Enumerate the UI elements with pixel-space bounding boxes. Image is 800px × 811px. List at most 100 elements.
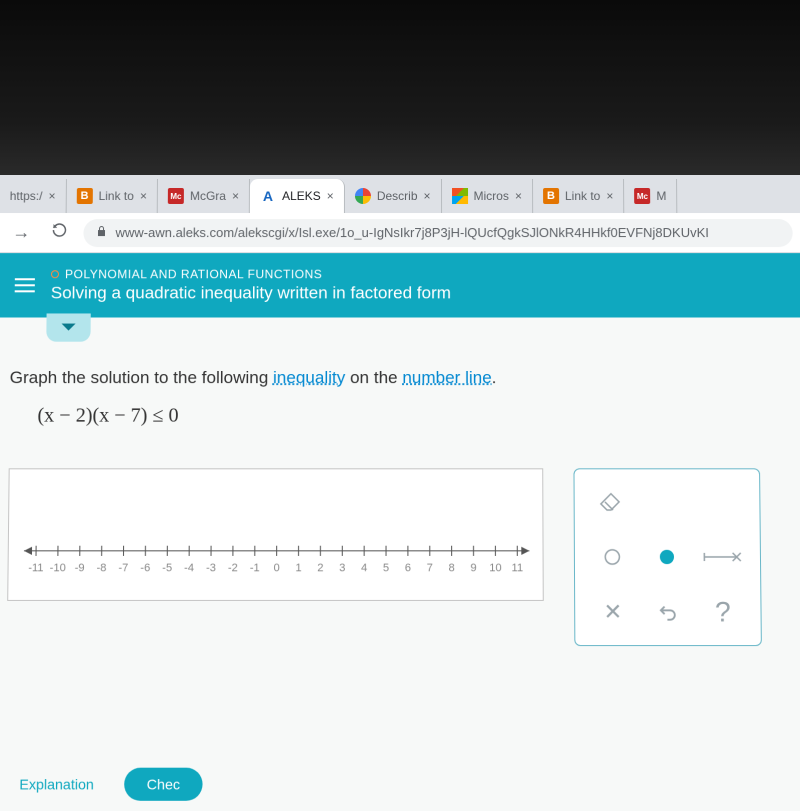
favicon-icon: Mc xyxy=(168,188,184,204)
favicon-icon xyxy=(452,188,468,204)
tab-describe[interactable]: Describ × xyxy=(345,179,442,213)
question-text: Graph the solution to the following ineq… xyxy=(10,368,791,388)
content-area: POLYNOMIAL AND RATIONAL FUNCTIONS Solvin… xyxy=(0,253,800,811)
open-circle-tool[interactable] xyxy=(590,539,635,576)
term-number-line[interactable]: number line xyxy=(402,368,491,387)
help-tool[interactable]: ? xyxy=(700,594,745,631)
menu-button[interactable] xyxy=(15,278,35,292)
svg-text:1: 1 xyxy=(295,562,301,574)
favicon-icon: Mc xyxy=(634,188,650,204)
tab-label: McGra xyxy=(190,189,226,203)
question-post: . xyxy=(492,368,497,387)
lock-icon xyxy=(95,225,107,240)
inequality-expression: (x − 2)(x − 7) ≤ 0 xyxy=(37,404,791,427)
svg-text:7: 7 xyxy=(427,562,433,574)
tab-https[interactable]: https:/ × xyxy=(0,179,67,213)
eraser-icon xyxy=(599,492,625,512)
explanation-button[interactable]: Explanation xyxy=(5,768,108,801)
chevron-down-icon xyxy=(60,323,76,333)
tab-label: Describ xyxy=(377,189,418,203)
favicon-icon: B xyxy=(543,188,559,204)
forward-button[interactable]: → xyxy=(7,222,35,243)
close-icon[interactable]: × xyxy=(424,189,431,203)
svg-text:-5: -5 xyxy=(162,562,172,574)
number-line-box[interactable]: -11-10-9-8-7-6-5-4-3-2-101234567891011 xyxy=(7,468,544,601)
tab-label: Micros xyxy=(474,189,509,203)
svg-text:4: 4 xyxy=(361,562,367,574)
question-pre: Graph the solution to the following xyxy=(10,368,273,387)
tab-label: M xyxy=(656,189,666,203)
tab-linkto-2[interactable]: B Link to × xyxy=(533,179,625,213)
monitor-bezel xyxy=(0,0,800,175)
open-circle-icon xyxy=(603,548,621,566)
tab-mcgraw-2[interactable]: Mc M xyxy=(624,179,677,213)
undo-icon xyxy=(657,601,679,624)
svg-text:5: 5 xyxy=(383,562,389,574)
svg-text:2: 2 xyxy=(317,562,323,574)
svg-text:-6: -6 xyxy=(140,562,150,574)
svg-text:10: 10 xyxy=(489,562,501,574)
question-area: Graph the solution to the following ineq… xyxy=(0,318,800,667)
close-icon[interactable]: × xyxy=(232,189,239,203)
topic-category: POLYNOMIAL AND RATIONAL FUNCTIONS xyxy=(51,267,785,281)
svg-text:-3: -3 xyxy=(206,562,216,574)
svg-text:-4: -4 xyxy=(184,562,194,574)
help-icon: ? xyxy=(715,596,731,629)
segment-icon xyxy=(702,551,743,563)
segment-tool[interactable] xyxy=(700,539,745,576)
svg-text:-7: -7 xyxy=(118,562,128,574)
check-button[interactable]: Chec xyxy=(124,768,202,801)
close-icon[interactable]: × xyxy=(606,189,613,203)
category-label: POLYNOMIAL AND RATIONAL FUNCTIONS xyxy=(65,267,322,281)
close-icon[interactable]: × xyxy=(327,189,334,203)
svg-text:8: 8 xyxy=(449,562,455,574)
close-icon[interactable]: × xyxy=(140,189,147,203)
url-box[interactable]: www-awn.aleks.com/alekscgi/x/Isl.exe/1o_… xyxy=(83,219,792,247)
browser-window: https:/ × B Link to × Mc McGra × A ALEKS… xyxy=(0,175,800,811)
topic-title: Solving a quadratic inequality written i… xyxy=(51,283,786,303)
work-area: -11-10-9-8-7-6-5-4-3-2-101234567891011 xyxy=(7,468,794,646)
svg-text:9: 9 xyxy=(470,562,476,574)
closed-circle-icon xyxy=(658,548,676,566)
address-bar: → www-awn.aleks.com/alekscgi/x/Isl.exe/1… xyxy=(0,213,800,253)
clear-tool[interactable]: ✕ xyxy=(590,594,635,631)
favicon-icon: B xyxy=(76,188,92,204)
svg-text:-1: -1 xyxy=(250,562,260,574)
clear-icon: ✕ xyxy=(603,599,622,626)
svg-text:3: 3 xyxy=(339,562,345,574)
number-line-svg: -11-10-9-8-7-6-5-4-3-2-101234567891011 xyxy=(23,541,529,592)
category-dot-icon xyxy=(51,270,59,278)
eraser-tool[interactable] xyxy=(590,484,635,521)
tab-mcgraw[interactable]: Mc McGra × xyxy=(158,179,250,213)
svg-text:-9: -9 xyxy=(75,562,85,574)
bottom-bar: Explanation Chec xyxy=(5,768,203,801)
tab-label: ALEKS xyxy=(282,189,321,203)
svg-text:6: 6 xyxy=(405,562,411,574)
svg-text:-10: -10 xyxy=(50,562,66,574)
tab-microsoft[interactable]: Micros × xyxy=(442,179,534,213)
favicon-icon xyxy=(355,188,371,204)
question-mid: on the xyxy=(345,368,402,387)
closed-circle-tool[interactable] xyxy=(645,539,690,576)
topic-text: POLYNOMIAL AND RATIONAL FUNCTIONS Solvin… xyxy=(51,267,786,303)
tab-label: Link to xyxy=(565,189,600,203)
favicon-icon: A xyxy=(260,188,276,204)
topic-header: POLYNOMIAL AND RATIONAL FUNCTIONS Solvin… xyxy=(0,253,800,317)
dropdown-toggle[interactable] xyxy=(46,313,90,341)
tool-palette: ✕ ? xyxy=(573,468,761,646)
tab-label: https:/ xyxy=(10,189,43,203)
close-icon[interactable]: × xyxy=(515,189,522,203)
reload-icon xyxy=(50,221,68,239)
svg-text:-8: -8 xyxy=(97,562,107,574)
tab-linkto-1[interactable]: B Link to × xyxy=(66,179,158,213)
svg-text:-11: -11 xyxy=(28,562,43,574)
tab-aleks[interactable]: A ALEKS × xyxy=(250,179,345,213)
url-text: www-awn.aleks.com/alekscgi/x/Isl.exe/1o_… xyxy=(115,225,709,240)
close-icon[interactable]: × xyxy=(48,189,55,203)
undo-tool[interactable] xyxy=(645,594,690,631)
tab-strip: https:/ × B Link to × Mc McGra × A ALEKS… xyxy=(0,175,800,213)
svg-text:0: 0 xyxy=(273,562,279,574)
term-inequality[interactable]: inequality xyxy=(273,368,345,387)
reload-button[interactable] xyxy=(45,221,73,244)
svg-text:-2: -2 xyxy=(228,562,238,574)
